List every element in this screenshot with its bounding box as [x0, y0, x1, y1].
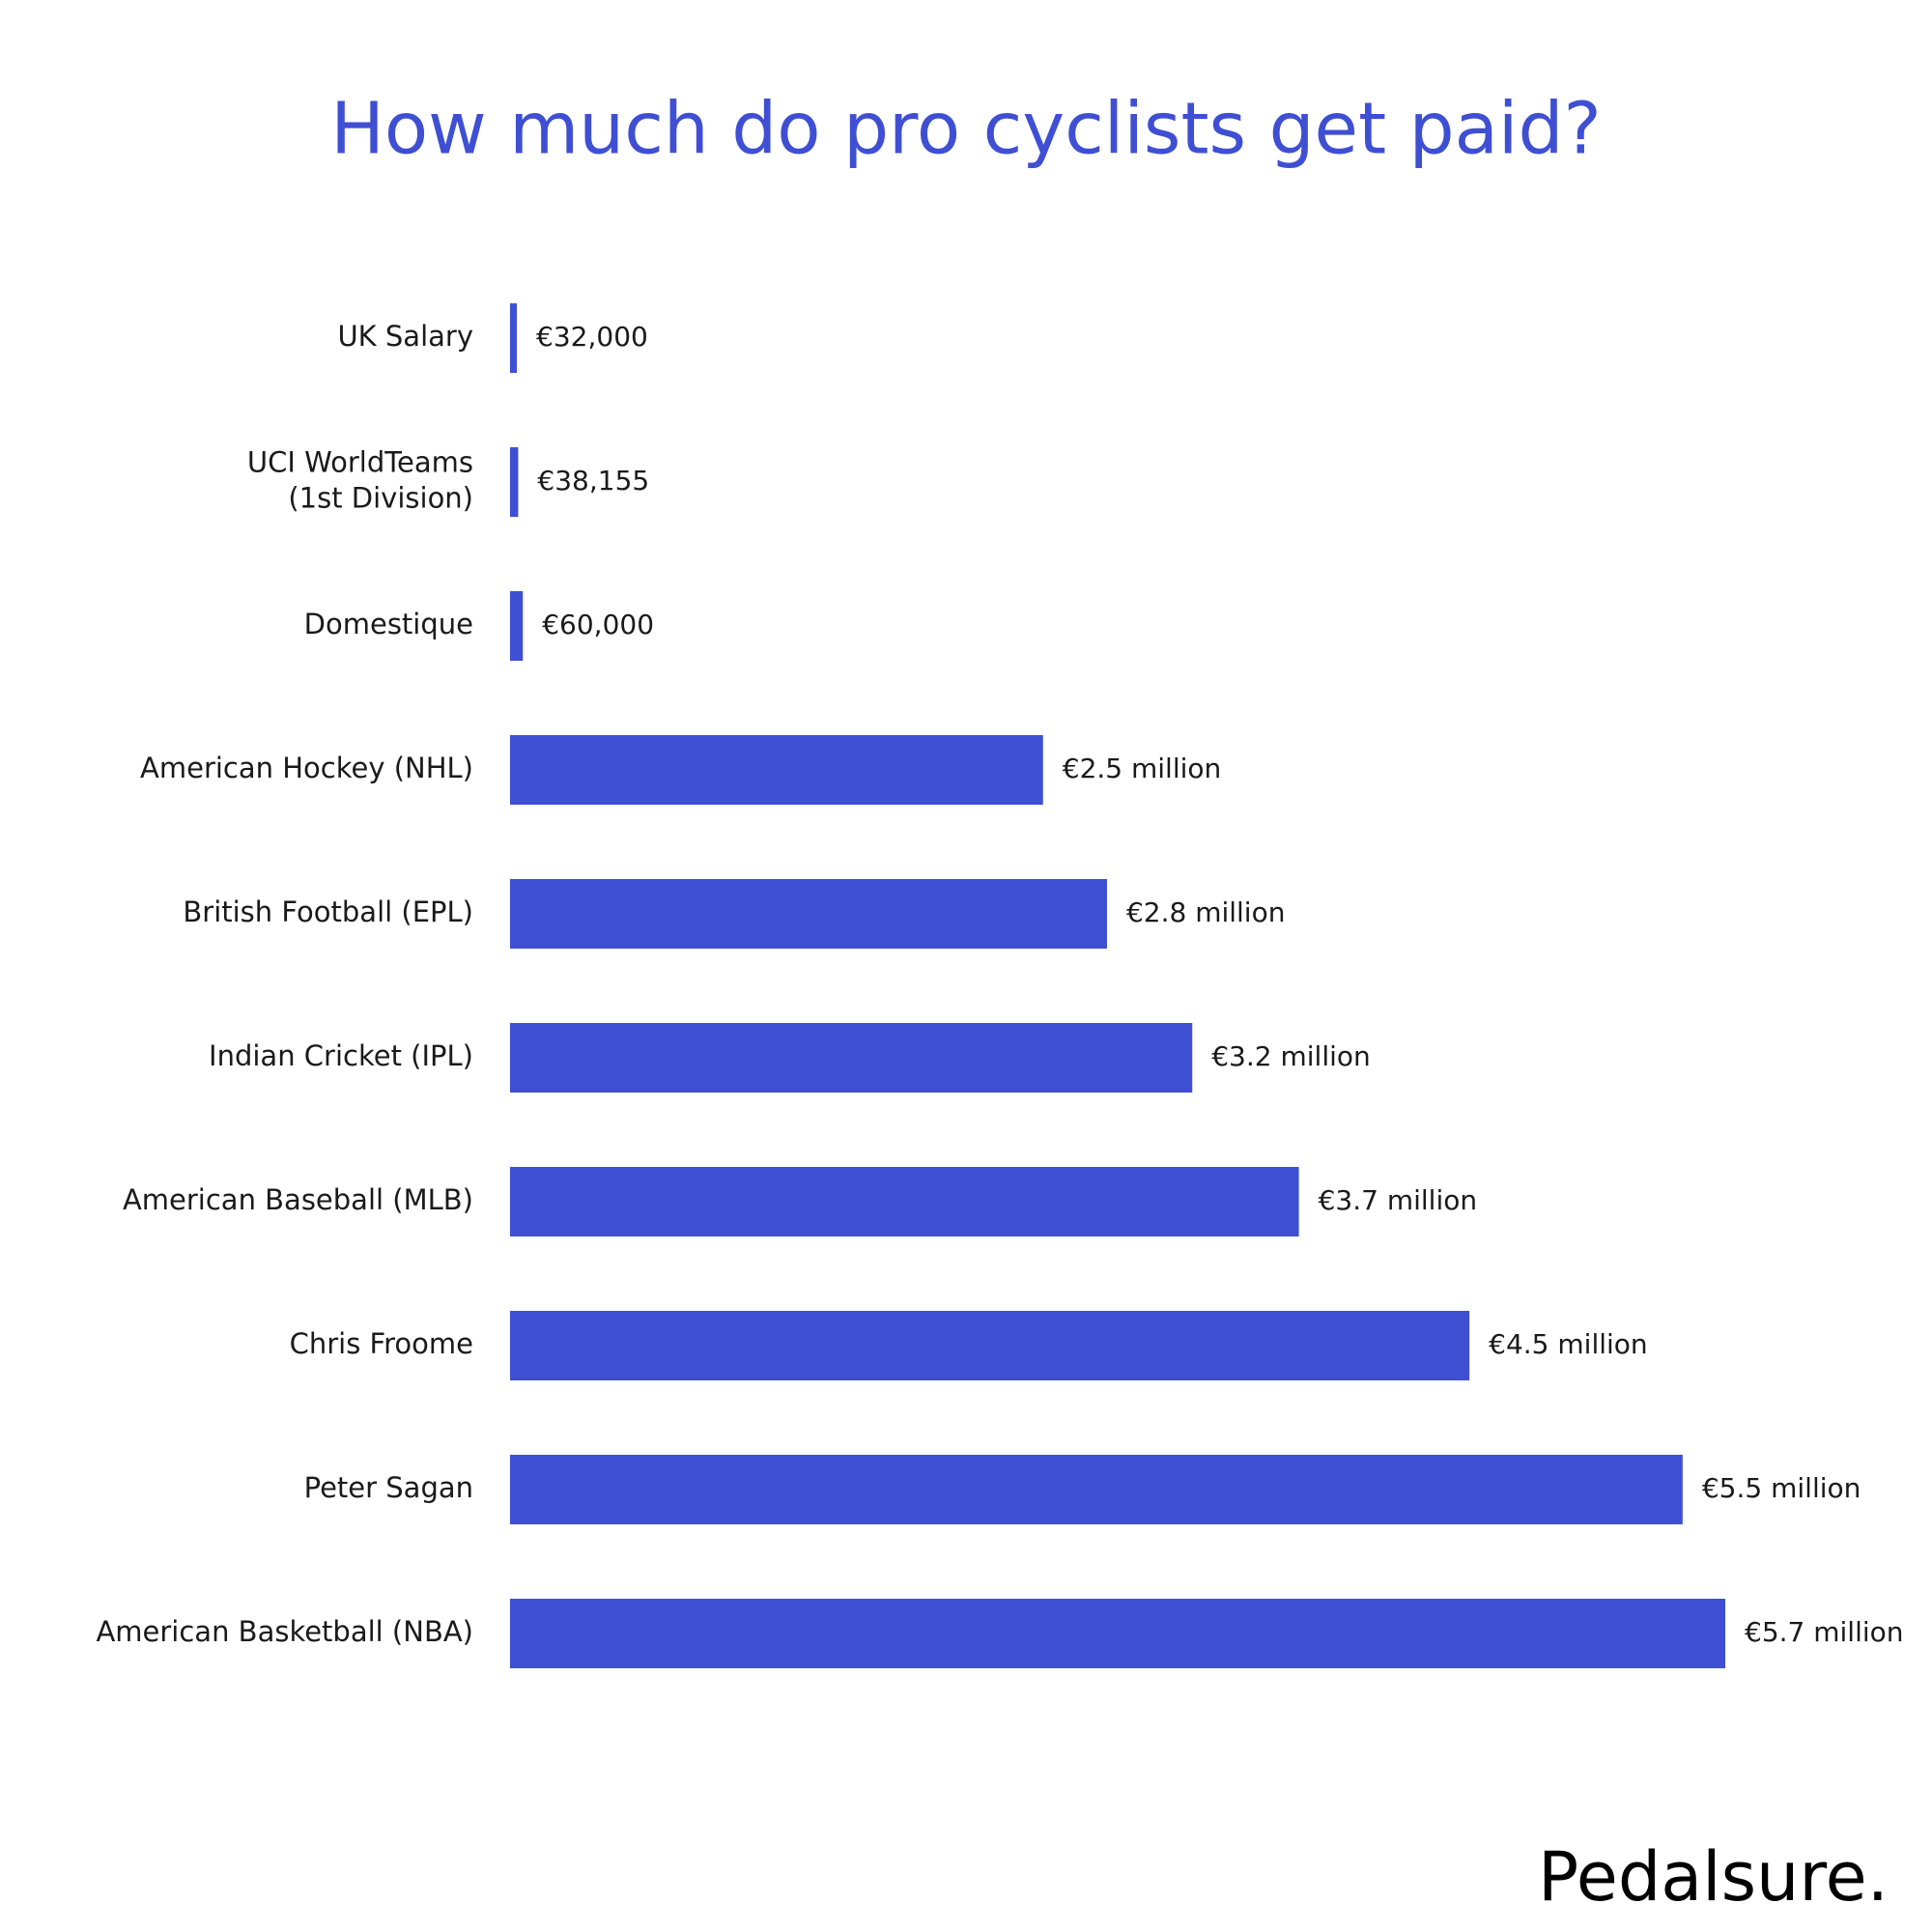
value-label: €3.2 million — [1211, 1040, 1371, 1072]
category-label: Peter Sagan — [304, 1471, 473, 1504]
bar — [510, 1167, 1299, 1236]
category-label: American Hockey (NHL) — [140, 752, 473, 784]
category-label: American Basketball (NBA) — [96, 1615, 473, 1648]
bar — [510, 591, 524, 661]
value-label: €2.5 million — [1063, 753, 1222, 784]
bar — [510, 1599, 1725, 1668]
category-label: UK Salary — [337, 320, 473, 353]
bar — [510, 1311, 1470, 1380]
bar — [510, 1455, 1683, 1524]
value-label: €38,155 — [537, 465, 649, 497]
bar — [510, 447, 519, 517]
value-label: €60,000 — [542, 609, 654, 640]
value-label: €32,000 — [536, 321, 648, 353]
category-label: American Baseball (MLB) — [123, 1183, 473, 1216]
category-label: Chris Froome — [290, 1327, 473, 1360]
category-label: Domestique — [304, 608, 473, 640]
bar — [510, 879, 1107, 949]
value-label: €5.5 million — [1702, 1472, 1861, 1504]
brand-logo: Pedalsure. — [1538, 1837, 1889, 1917]
bar — [510, 735, 1043, 805]
value-label: €4.5 million — [1489, 1328, 1648, 1360]
value-label: €5.7 million — [1745, 1616, 1904, 1648]
bar — [510, 1023, 1193, 1093]
bar — [510, 303, 518, 373]
value-label: €3.7 million — [1319, 1184, 1478, 1216]
category-label: Indian Cricket (IPL) — [209, 1039, 473, 1072]
chart-title: How much do pro cyclists get paid? — [330, 88, 1602, 171]
value-label: €2.8 million — [1126, 896, 1286, 928]
category-label: British Football (EPL) — [183, 895, 473, 928]
category-label: UCI WorldTeams (1st Division) — [247, 446, 473, 515]
